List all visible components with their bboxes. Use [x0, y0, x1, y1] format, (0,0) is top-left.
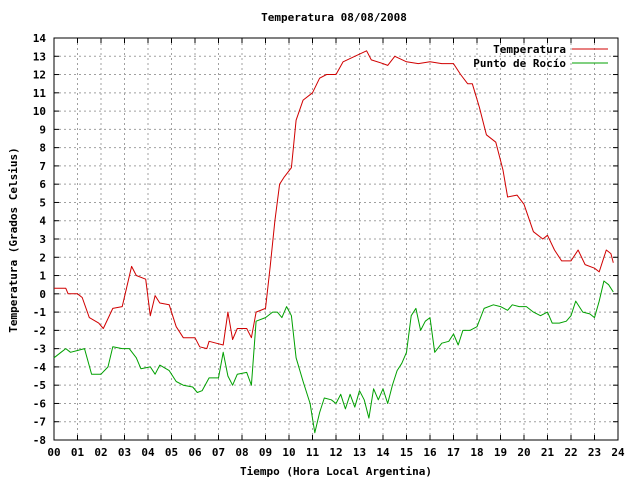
- y-tick-label: 6: [39, 178, 46, 191]
- x-tick-label: 07: [212, 446, 225, 459]
- x-tick-label: 21: [541, 446, 555, 459]
- x-tick-label: 15: [400, 446, 413, 459]
- y-tick-label: 13: [33, 50, 46, 63]
- y-tick-label: 7: [39, 160, 46, 173]
- chart-title: Temperatura 08/08/2008: [261, 11, 407, 24]
- x-tick-label: 22: [564, 446, 577, 459]
- series-line-temperatura: [54, 50, 614, 350]
- x-tick-label: 17: [447, 446, 460, 459]
- y-axis-label: Temperatura (Grados Celsius): [7, 147, 20, 332]
- x-tick-label: 06: [188, 446, 202, 459]
- y-tick-label: 2: [39, 251, 46, 264]
- y-tick-label: 14: [33, 32, 47, 45]
- y-tick-label: -7: [33, 416, 46, 429]
- x-tick-label: 19: [494, 446, 507, 459]
- x-tick-label: 03: [118, 446, 131, 459]
- x-tick-label: 01: [71, 446, 85, 459]
- x-tick-label: 23: [588, 446, 601, 459]
- y-tick-label: 12: [33, 69, 46, 82]
- y-tick-label: 10: [33, 105, 46, 118]
- y-tick-label: -6: [33, 397, 47, 410]
- x-tick-label: 09: [259, 446, 272, 459]
- x-tick-label: 08: [235, 446, 248, 459]
- series-lines: [53, 50, 614, 434]
- y-tick-label: -8: [33, 434, 46, 447]
- x-tick-label: 12: [329, 446, 342, 459]
- axis-ticks: [53, 37, 619, 441]
- legend-label: Temperatura: [493, 43, 566, 56]
- x-tick-label: 05: [165, 446, 178, 459]
- y-tick-label: -3: [33, 343, 46, 356]
- x-tick-label: 04: [141, 446, 155, 459]
- y-tick-label: -1: [33, 306, 47, 319]
- x-tick-label: 20: [517, 446, 530, 459]
- y-tick-label: 5: [39, 196, 46, 209]
- y-tick-label: 8: [39, 142, 46, 155]
- x-tick-labels: 00 01 02 03 04 05 06 07 08 09 10 11 12 13 14 15 16 17 18 19…: [47, 446, 625, 459]
- x-tick-label: 00: [47, 446, 60, 459]
- legend-label: Punto de Rocío: [473, 57, 566, 70]
- x-tick-label: 11: [306, 446, 320, 459]
- x-tick-label: 13: [353, 446, 366, 459]
- grid: [54, 38, 618, 440]
- y-tick-label: 4: [39, 215, 46, 228]
- x-axis-label: Tiempo (Hora Local Argentina): [240, 465, 432, 478]
- x-tick-label: 24: [611, 446, 625, 459]
- y-tick-label: 11: [33, 87, 47, 100]
- series-line-punto-de-rocio: [53, 280, 614, 434]
- y-tick-label: -2: [33, 324, 46, 337]
- x-tick-label: 14: [376, 446, 390, 459]
- x-tick-label: 18: [470, 446, 483, 459]
- y-tick-label: 0: [39, 288, 46, 301]
- y-tick-label: 9: [39, 123, 46, 136]
- x-tick-label: 16: [423, 446, 437, 459]
- x-tick-label: 02: [94, 446, 107, 459]
- y-tick-label: -4: [33, 361, 47, 374]
- y-tick-label: 1: [39, 270, 46, 283]
- y-tick-label: 3: [39, 233, 46, 246]
- y-tick-label: -5: [33, 379, 46, 392]
- x-tick-label: 10: [282, 446, 295, 459]
